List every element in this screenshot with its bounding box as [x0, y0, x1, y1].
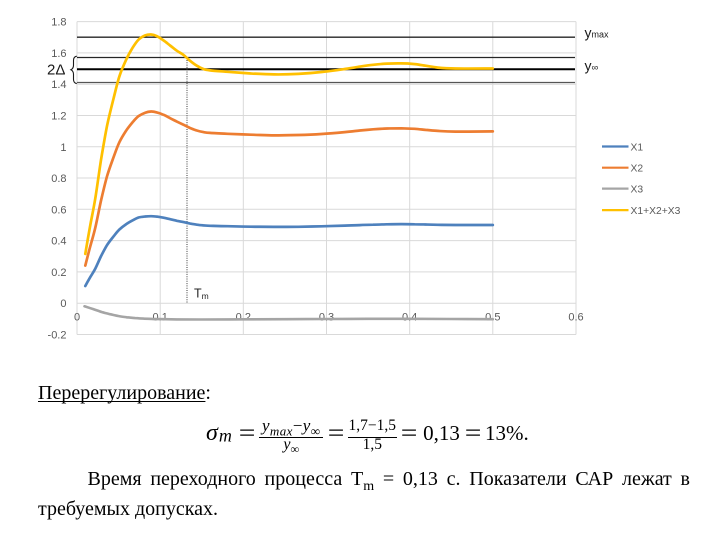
svg-text:1: 1 [60, 142, 66, 154]
svg-text:0.8: 0.8 [51, 173, 66, 185]
svg-text:1.6: 1.6 [51, 48, 66, 60]
svg-text:0.6: 0.6 [51, 204, 66, 216]
svg-text:0.5: 0.5 [485, 312, 500, 324]
svg-text:X1+X2+X3: X1+X2+X3 [631, 206, 681, 217]
svg-text:Tm: Tm [194, 287, 209, 302]
svg-text:0.3: 0.3 [319, 312, 334, 324]
svg-text:X1: X1 [631, 142, 644, 153]
svg-text:0.2: 0.2 [236, 312, 251, 324]
svg-text:1.4: 1.4 [51, 79, 66, 91]
svg-text:0.4: 0.4 [51, 236, 66, 248]
svg-text:2Δ: 2Δ [47, 61, 65, 78]
svg-text:1.2: 1.2 [51, 111, 66, 123]
svg-text:0.6: 0.6 [568, 312, 583, 324]
svg-text:0: 0 [60, 298, 66, 310]
svg-text:X3: X3 [631, 185, 644, 196]
svg-text:ymax: ymax [585, 25, 610, 41]
svg-text:0: 0 [74, 312, 80, 324]
svg-text:1.8: 1.8 [51, 17, 66, 29]
svg-text:X2: X2 [631, 164, 644, 175]
svg-text:0.1: 0.1 [153, 312, 168, 324]
svg-text:y∞: y∞ [585, 57, 599, 73]
svg-text:0.2: 0.2 [51, 267, 66, 279]
svg-text:-0.2: -0.2 [48, 330, 67, 342]
